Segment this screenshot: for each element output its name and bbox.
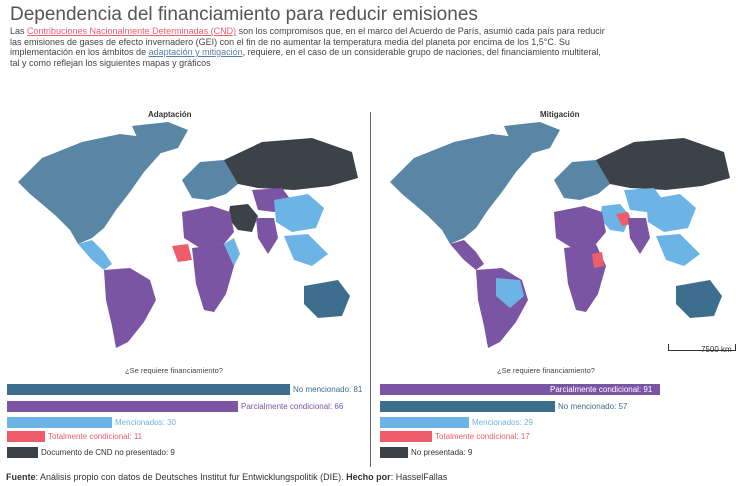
region-central-america xyxy=(78,240,112,270)
region-australia xyxy=(304,280,350,318)
question-mitigacion: ¿Se requiere financiamiento? xyxy=(497,366,595,375)
by-label: Hecho por xyxy=(346,472,391,482)
region-russia xyxy=(224,138,358,190)
footer: Fuente: Análisis propio con datos de Deu… xyxy=(6,472,447,482)
scale-bar xyxy=(668,344,736,351)
region-europe xyxy=(554,160,614,200)
bar-mitigacion-3 xyxy=(380,431,432,442)
region-greenland xyxy=(504,122,560,154)
region-central-america xyxy=(450,240,484,270)
region-russia xyxy=(596,138,730,190)
bar-mitigacion-0 xyxy=(380,384,660,395)
bar-adaptacion-0 xyxy=(7,384,290,395)
region-south-america xyxy=(104,268,156,348)
bar-label-adaptacion-2: Mencionados: 30 xyxy=(115,418,176,427)
bar-mitigacion-1 xyxy=(380,401,555,412)
region-india xyxy=(256,218,278,254)
bar-label-mitigacion-0: Parcialmente condicional: 91 xyxy=(550,385,653,394)
adaptation-mitigation-link[interactable]: adaptación y mitigación xyxy=(148,47,243,57)
cnd-link[interactable]: Contribuciones Nacionalmente Determinada… xyxy=(27,26,237,36)
source-text: : Análisis propio con datos de Deutsches… xyxy=(35,472,347,482)
map-title-adaptacion: Adaptación xyxy=(148,110,192,119)
source-label: Fuente xyxy=(6,472,36,482)
region-africa-north xyxy=(182,206,234,248)
region-europe xyxy=(182,160,242,200)
region-middle-east xyxy=(228,204,258,232)
panel-divider xyxy=(370,112,371,467)
map-adaptacion-regions xyxy=(18,122,358,348)
region-africa-south xyxy=(192,244,234,312)
bar-label-adaptacion-4: Documento de CND no presentado: 9 xyxy=(41,448,175,457)
region-north-america xyxy=(390,134,532,244)
map-mitigacion-regions xyxy=(390,122,730,348)
bar-adaptacion-2 xyxy=(7,417,112,428)
bar-label-mitigacion-1: No mencionado: 57 xyxy=(558,402,628,411)
bar-label-mitigacion-3: Totalmente condicional: 17 xyxy=(435,432,530,441)
question-adaptacion: ¿Se requiere financiamiento? xyxy=(125,366,223,375)
bar-label-adaptacion-1: Parcialmente condicional: 66 xyxy=(241,402,344,411)
bar-adaptacion-3 xyxy=(7,431,45,442)
intro-post: , requiere, en el caso de un considerabl… xyxy=(10,47,601,68)
map-mitigacion xyxy=(390,122,730,348)
scale-label: 7500 km xyxy=(701,345,732,354)
map-adaptacion xyxy=(18,122,358,348)
region-africa-north xyxy=(554,206,606,248)
region-brazil xyxy=(496,278,524,308)
bar-label-mitigacion-4: No presentada: 9 xyxy=(411,448,473,457)
bar-label-mitigacion-2: Mencionados: 29 xyxy=(472,418,533,427)
region-iran xyxy=(616,212,632,226)
bar-label-adaptacion-3: Totalmente condicional: 11 xyxy=(48,432,143,441)
by-text: : HasselFallas xyxy=(390,472,448,482)
region-southeast-asia xyxy=(656,234,700,266)
page-title: Dependencia del financiamiento para redu… xyxy=(10,4,478,25)
bar-mitigacion-4 xyxy=(380,447,408,458)
region-north-america xyxy=(18,134,160,244)
bar-label-adaptacion-0: No mencionado: 81 xyxy=(293,385,363,394)
bar-adaptacion-4 xyxy=(7,447,38,458)
bar-mitigacion-2 xyxy=(380,417,469,428)
region-southeast-asia xyxy=(284,234,328,266)
region-africa-west xyxy=(172,244,192,262)
region-africa-east xyxy=(592,252,604,268)
region-australia xyxy=(676,280,722,318)
region-africa-east xyxy=(224,238,240,266)
intro-mid: son los compromisos que, en el marco del… xyxy=(10,26,605,57)
region-greenland xyxy=(132,122,188,154)
intro-pre: Las xyxy=(10,26,28,36)
map-title-mitigacion: Mitigación xyxy=(540,110,580,119)
region-china xyxy=(646,194,696,232)
intro-paragraph: Las Contribuciones Nacionalmente Determi… xyxy=(10,26,610,68)
region-india xyxy=(628,218,650,254)
region-china xyxy=(274,194,324,232)
bar-adaptacion-1 xyxy=(7,401,238,412)
